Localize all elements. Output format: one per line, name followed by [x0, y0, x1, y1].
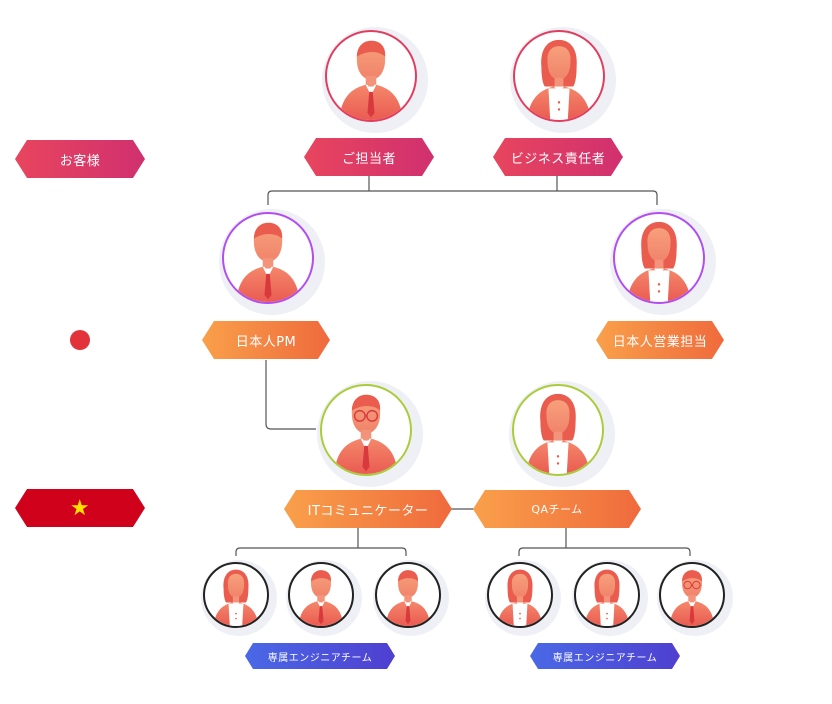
- man-with-glasses-avatar-icon: [320, 384, 412, 476]
- japanese-sales-text: 日本人営業担当: [612, 334, 708, 350]
- woman-avatar-icon: [203, 562, 269, 628]
- dedicated-engineer-team-label: 専属エンジニアチーム: [530, 643, 680, 669]
- japanese-pm-label: 日本人PM: [202, 321, 330, 359]
- it-communicator-label: ITコミュニケーター: [284, 490, 452, 528]
- dedicated-engineer-team-label: 専属エンジニアチーム: [245, 643, 395, 669]
- woman-avatar-icon: [613, 212, 705, 304]
- contact-person-text: ご担当者: [341, 151, 396, 167]
- man-avatar-icon: [288, 562, 354, 628]
- it-communicator-text: ITコミュニケーター: [307, 503, 429, 519]
- qa-team-label: QAチーム: [473, 490, 641, 528]
- woman-avatar-icon: [513, 30, 605, 122]
- star-icon: ★: [69, 495, 91, 521]
- business-manager-label: ビジネス責任者: [493, 138, 623, 176]
- dedicated-engineer-team-text: 専属エンジニアチーム: [267, 652, 373, 664]
- man-with-glasses-avatar-icon: [659, 562, 725, 628]
- woman-avatar-icon: [574, 562, 640, 628]
- contact-person-label: ご担当者: [304, 138, 434, 176]
- man-avatar-icon: [375, 562, 441, 628]
- woman-avatar-icon: [487, 562, 553, 628]
- business-manager-text: ビジネス責任者: [510, 151, 606, 167]
- qa-team-text: QAチーム: [531, 503, 583, 516]
- man-avatar-icon: [325, 30, 417, 122]
- japan-flag-icon: [70, 330, 90, 350]
- customer-row-label: お客様: [15, 140, 145, 178]
- vietnam-flag-icon: ★: [15, 489, 145, 527]
- woman-avatar-icon: [512, 384, 604, 476]
- customer-row-label-text: お客様: [59, 153, 101, 169]
- dedicated-engineer-team-text: 専属エンジニアチーム: [552, 652, 658, 664]
- japanese-sales-label: 日本人営業担当: [596, 321, 724, 359]
- japanese-pm-text: 日本人PM: [235, 334, 297, 350]
- man-avatar-icon: [222, 212, 314, 304]
